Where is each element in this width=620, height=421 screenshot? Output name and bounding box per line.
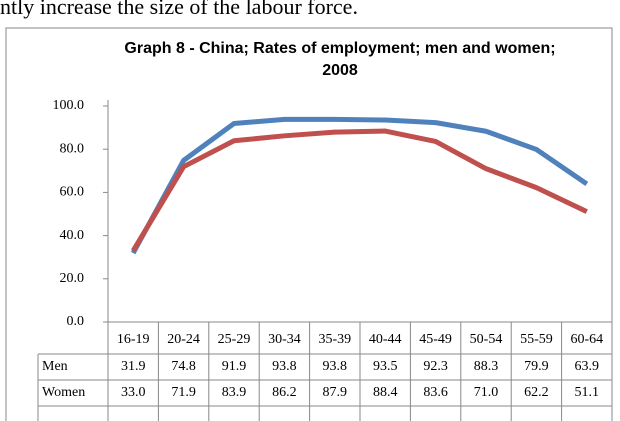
x-tick-label: 60-64 (570, 332, 603, 347)
table-cell: 33.0 (121, 385, 146, 400)
chart-frame (5, 27, 613, 421)
x-tick-label: 45-49 (419, 332, 452, 347)
x-tick-label: 40-44 (369, 332, 402, 347)
table-cell: 93.8 (323, 359, 348, 374)
table-row-header: Men (42, 359, 68, 374)
x-tick-label: 25-29 (218, 332, 251, 347)
table-cell: 91.9 (222, 359, 247, 374)
table-cell: 88.3 (474, 359, 499, 374)
table-cell: 87.9 (323, 385, 348, 400)
table-cell: 79.9 (524, 359, 549, 374)
table-row-header: Women (42, 385, 85, 400)
table-cell: 86.2 (272, 385, 297, 400)
y-tick-label: 20.0 (60, 271, 85, 286)
chart-title: Graph 8 - China; Rates of employment; me… (124, 40, 556, 79)
table-cell: 93.5 (373, 359, 398, 374)
y-tick-label: 100.0 (53, 98, 85, 113)
table-cell: 74.8 (171, 359, 196, 374)
table-cell: 71.0 (474, 385, 499, 400)
series-line (131, 116, 589, 255)
table-cell: 93.8 (272, 359, 297, 374)
document-text: ntly increase the size of the labour for… (0, 0, 358, 19)
table-cell: 88.4 (373, 385, 398, 400)
table-cell: 83.9 (222, 385, 247, 400)
x-tick-label: 30-34 (268, 332, 301, 347)
y-tick-label: 80.0 (60, 141, 85, 156)
x-tick-label: 50-54 (470, 332, 503, 347)
table-cell: 71.9 (171, 385, 196, 400)
table-cell: 31.9 (121, 359, 146, 374)
table-cell: 62.2 (524, 385, 549, 400)
x-tick-label: 20-24 (167, 332, 200, 347)
x-tick-label: 35-39 (318, 332, 351, 347)
table-cell: 92.3 (423, 359, 448, 374)
y-tick-label: 40.0 (60, 228, 85, 243)
y-tick-label: 60.0 (60, 185, 85, 200)
x-tick-label: 55-59 (520, 332, 553, 347)
table-cell: 83.6 (423, 385, 448, 400)
table-cell: 51.1 (575, 385, 600, 400)
series-line (131, 128, 588, 253)
y-tick-label: 0.0 (67, 314, 85, 329)
x-tick-label: 16-19 (117, 332, 150, 347)
table-cell: 63.9 (575, 359, 600, 374)
